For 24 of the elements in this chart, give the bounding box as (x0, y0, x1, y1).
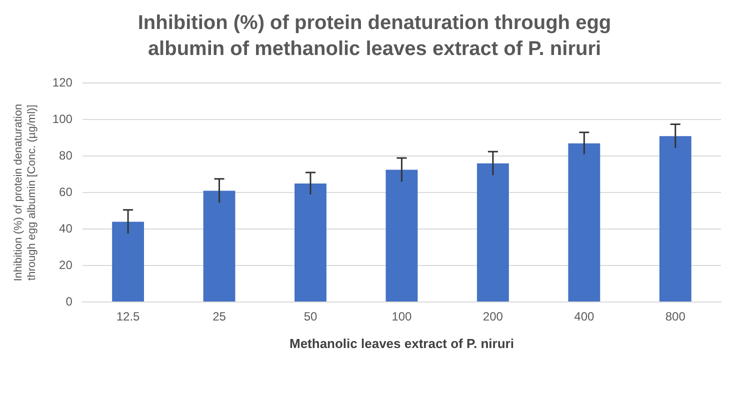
y-tick-label: 80 (59, 148, 73, 162)
x-tick-label: 400 (574, 310, 594, 324)
x-tick-label: 200 (482, 310, 504, 324)
chart-title: Inhibition (%) of protein denaturation through egg albumin of methanolic leaves extract of P. niruri (136, 11, 612, 62)
x-tick-label: 100 (392, 310, 412, 324)
bar (568, 143, 600, 302)
y-tick-label: 20 (59, 258, 73, 272)
y-tick-label: 0 (66, 294, 73, 308)
bar (659, 136, 692, 302)
x-tick-label: 25 (212, 310, 226, 324)
bar (386, 170, 418, 302)
y-tick-label: 100 (52, 112, 73, 126)
y-axis-title: Inhibition (%) of protein denaturation through egg albumin [Conc. (µg/ml)] (12, 104, 38, 282)
y-tick-label: 120 (52, 76, 73, 90)
x-axis-title: Methanolic leaves extract of P. niruri (289, 336, 514, 351)
x-tick-label: 50 (304, 310, 318, 324)
y-tick-label: 60 (59, 184, 73, 199)
bar (294, 183, 326, 302)
y-tick-label: 40 (59, 221, 73, 236)
x-tick-label: 800 (665, 310, 686, 324)
bar (203, 190, 236, 302)
x-tick-label: 12.5 (116, 310, 140, 324)
bar (476, 163, 509, 302)
bar (112, 222, 144, 302)
